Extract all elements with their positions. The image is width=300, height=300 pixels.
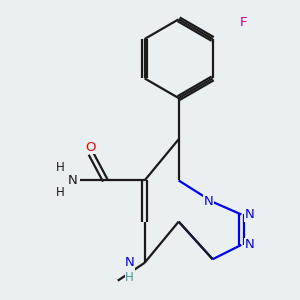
Text: H: H <box>125 271 134 284</box>
Text: N: N <box>125 256 134 269</box>
Text: N: N <box>244 238 254 251</box>
Text: N: N <box>244 208 254 221</box>
Text: N: N <box>203 195 213 208</box>
Text: O: O <box>86 141 96 154</box>
Text: N: N <box>68 174 78 187</box>
Text: F: F <box>239 16 247 29</box>
Text: H: H <box>56 187 65 200</box>
Text: H: H <box>56 161 65 174</box>
